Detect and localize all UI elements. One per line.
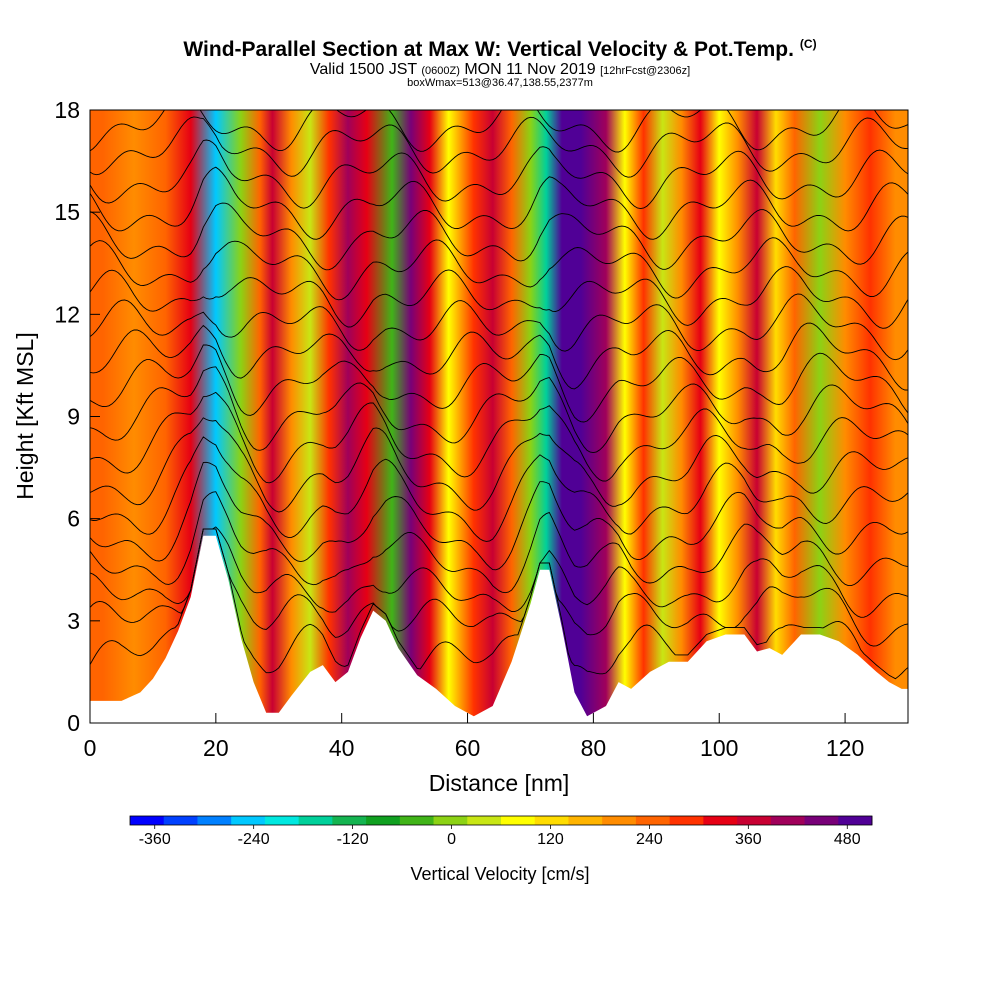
y-axis: 0 3 6 9 12 15 18 <box>54 97 100 736</box>
isentrope-line <box>90 266 908 329</box>
x-tick-label: 100 <box>700 735 738 761</box>
colorbar-swatch <box>332 816 367 825</box>
title-mark: (C) <box>799 37 817 51</box>
isentrope-line <box>90 110 908 153</box>
isentrope-line <box>90 322 908 391</box>
subtitle-fcst: [12hrFcst@2306z] <box>600 65 691 77</box>
y-tick-label: 3 <box>67 608 80 634</box>
colorbar-swatch <box>737 816 772 825</box>
isentrope-line <box>90 491 908 594</box>
x-tick-label: 0 <box>84 735 97 761</box>
colorbar-swatch <box>298 816 333 825</box>
isentrope-line <box>90 528 908 647</box>
x-tick-label: 120 <box>826 735 864 761</box>
subtitle-valid-a: Valid 1500 JST <box>309 61 422 78</box>
subtitle-zulu: (0600Z) <box>421 65 460 77</box>
colorbar-swatch <box>770 816 805 825</box>
colorbar-tick-label: -360 <box>139 831 171 848</box>
colorbar-tick-label: 480 <box>834 831 861 848</box>
x-axis-label: Distance [nm] <box>429 770 570 796</box>
chart-subtitle-2: boxWmax=513@36.47,138.55,2377m <box>407 77 593 89</box>
isentrope-line <box>90 366 908 454</box>
isentrope-line <box>90 436 908 542</box>
colorbar-swatch <box>602 816 637 825</box>
colorbar-swatch <box>568 816 603 825</box>
y-tick-label: 9 <box>67 404 80 430</box>
isentrope-line <box>90 344 908 423</box>
isentrope-line <box>90 202 908 271</box>
x-tick-label: 40 <box>329 735 355 761</box>
colorbar-swatch <box>433 816 468 825</box>
colorbar-label: Vertical Velocity [cm/s] <box>410 864 589 884</box>
isentrope-line <box>90 391 908 484</box>
colorbar-swatch <box>838 816 873 825</box>
x-axis: 0 20 40 60 80 100 120 <box>84 713 864 761</box>
isentrope-lines <box>90 110 908 680</box>
y-tick-label: 0 <box>67 710 80 736</box>
colorbar-swatch <box>399 816 434 825</box>
colorbar-swatch <box>804 816 839 825</box>
isentrope-line <box>90 166 908 240</box>
colorbar-frame <box>129 815 873 826</box>
isentrope-line <box>90 417 908 513</box>
chart-title: Wind-Parallel Section at Max W: Vertical… <box>0 37 1000 62</box>
colorbar-tick-label: -120 <box>337 831 369 848</box>
colorbar-swatch <box>669 816 704 825</box>
subtitle-valid-b: MON 11 Nov 2019 <box>459 61 601 78</box>
x-tick-label: 60 <box>455 735 481 761</box>
colorbar-swatch <box>501 816 536 825</box>
colorbar: -360 -240 -120 0 120 240 360 480 <box>129 815 873 848</box>
colorbar-swatch <box>264 816 300 825</box>
terrain-mask <box>90 535 908 723</box>
y-tick-label: 15 <box>54 199 80 225</box>
y-axis-label: Height [Kft MSL] <box>12 332 38 499</box>
colorbar-swatch <box>534 816 569 825</box>
y-tick-label: 12 <box>54 301 80 327</box>
y-tick-label: 6 <box>67 506 80 532</box>
colorbar-swatch <box>635 816 671 825</box>
colorbar-tick-label: -240 <box>238 831 270 848</box>
colorbar-tick-label: 240 <box>636 831 663 848</box>
colorbar-tick-label: 360 <box>735 831 762 848</box>
colorbar-swatch <box>231 816 266 825</box>
title-text: Wind-Parallel Section at Max W: Vertical… <box>183 38 794 61</box>
y-tick-label: 18 <box>54 97 80 123</box>
isentrope-line <box>90 461 908 571</box>
colorbar-swatch <box>366 816 401 825</box>
colorbar-swatch <box>703 816 738 825</box>
plot-area <box>89 109 909 724</box>
isentrope-line <box>90 237 908 301</box>
x-tick-label: 20 <box>203 735 229 761</box>
colorbar-tick-label: 120 <box>537 831 564 848</box>
isentrope-line <box>90 139 908 210</box>
colorbar-swatch <box>163 816 198 825</box>
x-tick-label: 80 <box>581 735 607 761</box>
colorbar-swatch <box>130 816 165 825</box>
colorbar-swatch <box>467 816 502 825</box>
colorbar-tick-label: 0 <box>447 831 456 848</box>
isentrope-line <box>90 293 908 361</box>
chart-subtitle: Valid 1500 JST (0600Z) MON 11 Nov 2019 [… <box>0 61 1000 79</box>
isentrope-line <box>90 116 908 178</box>
isentrope-line <box>90 526 908 618</box>
colorbar-swatch <box>197 816 232 825</box>
